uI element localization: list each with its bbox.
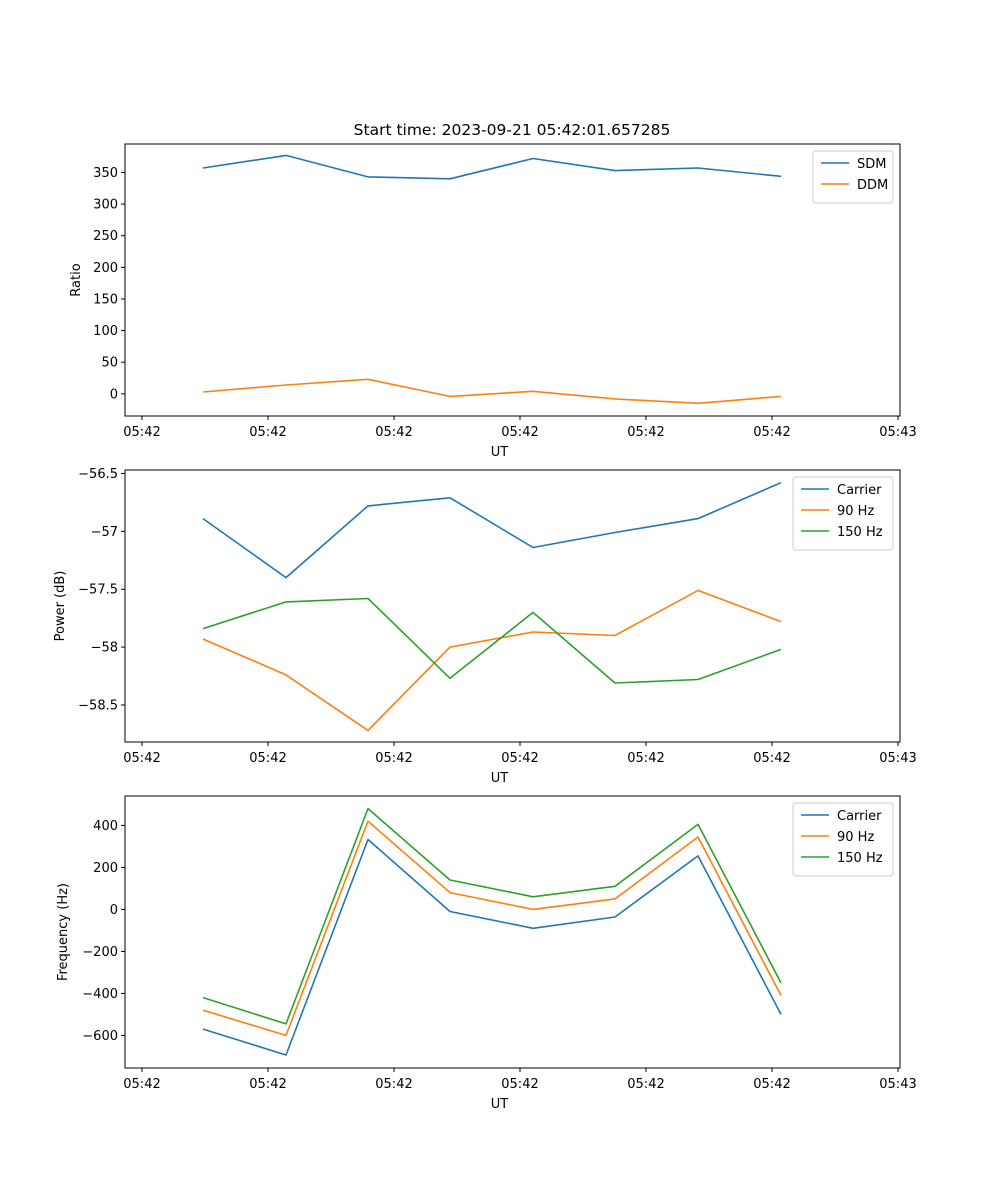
ratio-plot-frame xyxy=(124,143,901,417)
ratio-panel: 0 50 100 150 200 250 300 350 05:42 05:42 05:42 05:4… xyxy=(69,143,917,460)
frequency-y-tick-label: −400 xyxy=(82,987,118,1002)
frequency-series-150-hz xyxy=(202,807,782,1025)
frequency-y-tick-label: 0 xyxy=(110,903,118,918)
frequency-x-tick-label: 05:42 xyxy=(753,1077,790,1092)
frequency-x-tick-label: 05:43 xyxy=(879,1077,916,1092)
power-y-tick-label: −58.5 xyxy=(78,698,118,713)
frequency-legend-label: 90 Hz xyxy=(837,830,874,845)
frequency-x-tick-label: 05:42 xyxy=(627,1077,664,1092)
power-series-150-hz xyxy=(202,597,782,684)
frequency-y-tick-label: −200 xyxy=(82,945,118,960)
ratio-x-tick-label: 05:42 xyxy=(375,425,412,440)
ratio-x-tick-label: 05:42 xyxy=(627,425,664,440)
ratio-y-tick-label: 100 xyxy=(93,324,118,339)
power-x-tick-label: 05:42 xyxy=(375,751,412,766)
power-x-axis-label: UT xyxy=(491,771,509,786)
frequency-legend-label: Carrier xyxy=(837,809,882,824)
power-series-90-hz xyxy=(202,589,782,732)
frequency-plot-frame xyxy=(124,795,901,1069)
power-legend-label: Carrier xyxy=(837,483,882,498)
power-x-tick-label: 05:42 xyxy=(501,751,538,766)
ratio-y-tick-label: 150 xyxy=(93,292,118,307)
ratio-series-sdm xyxy=(202,154,782,180)
power-y-axis-label: Power (dB) xyxy=(53,571,68,642)
frequency-y-tick-label: 400 xyxy=(93,819,118,834)
frequency-x-tick-label: 05:42 xyxy=(375,1077,412,1092)
ratio-x-tick-label: 05:42 xyxy=(249,425,286,440)
power-y-tick-label: −56.5 xyxy=(78,467,118,482)
power-plot-frame xyxy=(124,469,901,743)
ratio-legend-label: SDM xyxy=(857,157,886,172)
frequency-series-carrier xyxy=(202,838,782,1056)
ratio-legend-label: DDM xyxy=(857,178,888,193)
power-x-tick-label: 05:42 xyxy=(123,751,160,766)
power-x-tick-label: 05:42 xyxy=(753,751,790,766)
frequency-x-tick-label: 05:42 xyxy=(249,1077,286,1092)
power-x-tick-label: 05:42 xyxy=(249,751,286,766)
frequency-y-tick-label: −600 xyxy=(82,1029,118,1044)
frequency-panel: −600 −400 −200 0 200 400 05:42 05:42 05:42 05:42 0… xyxy=(56,795,917,1112)
ratio-x-tick-label: 05:43 xyxy=(879,425,916,440)
ratio-x-tick-label: 05:42 xyxy=(753,425,790,440)
ratio-x-tick-label: 05:42 xyxy=(123,425,160,440)
ratio-legend xyxy=(812,150,894,204)
frequency-y-axis-label: Frequency (Hz) xyxy=(56,883,71,981)
frequency-x-tick-label: 05:42 xyxy=(501,1077,538,1092)
ratio-y-tick-label: 200 xyxy=(93,261,118,276)
power-y-tick-label: −57.5 xyxy=(78,583,118,598)
ratio-series-ddm xyxy=(202,378,782,405)
power-series-carrier xyxy=(202,481,782,579)
power-x-tick-label: 05:42 xyxy=(627,751,664,766)
power-legend-label: 150 Hz xyxy=(837,525,883,540)
frequency-x-tick-label: 05:42 xyxy=(123,1077,160,1092)
ratio-y-tick-label: 0 xyxy=(110,387,118,402)
frequency-series-90-hz xyxy=(202,820,782,1037)
ratio-y-tick-label: 300 xyxy=(93,198,118,213)
power-y-tick-label: −57 xyxy=(91,525,118,540)
ratio-x-axis-label: UT xyxy=(491,445,509,460)
chart-title: Start time: 2023-09-21 05:42:01.657285 xyxy=(354,121,671,139)
power-legend-label: 90 Hz xyxy=(837,504,874,519)
power-panel: −58.5 −58 −57.5 −57 −56.5 05:42 05:42 05:42 05:4… xyxy=(53,467,917,786)
ratio-y-axis-label: Ratio xyxy=(69,263,84,296)
ratio-x-tick-label: 05:42 xyxy=(501,425,538,440)
power-x-tick-label: 05:43 xyxy=(879,751,916,766)
frequency-y-tick-label: 200 xyxy=(93,861,118,876)
ratio-y-tick-label: 350 xyxy=(93,166,118,181)
frequency-legend-label: 150 Hz xyxy=(837,851,883,866)
ratio-y-tick-label: 250 xyxy=(93,229,118,244)
ratio-y-tick-label: 50 xyxy=(101,356,118,371)
frequency-x-axis-label: UT xyxy=(491,1097,509,1112)
power-y-tick-label: −58 xyxy=(91,641,118,656)
